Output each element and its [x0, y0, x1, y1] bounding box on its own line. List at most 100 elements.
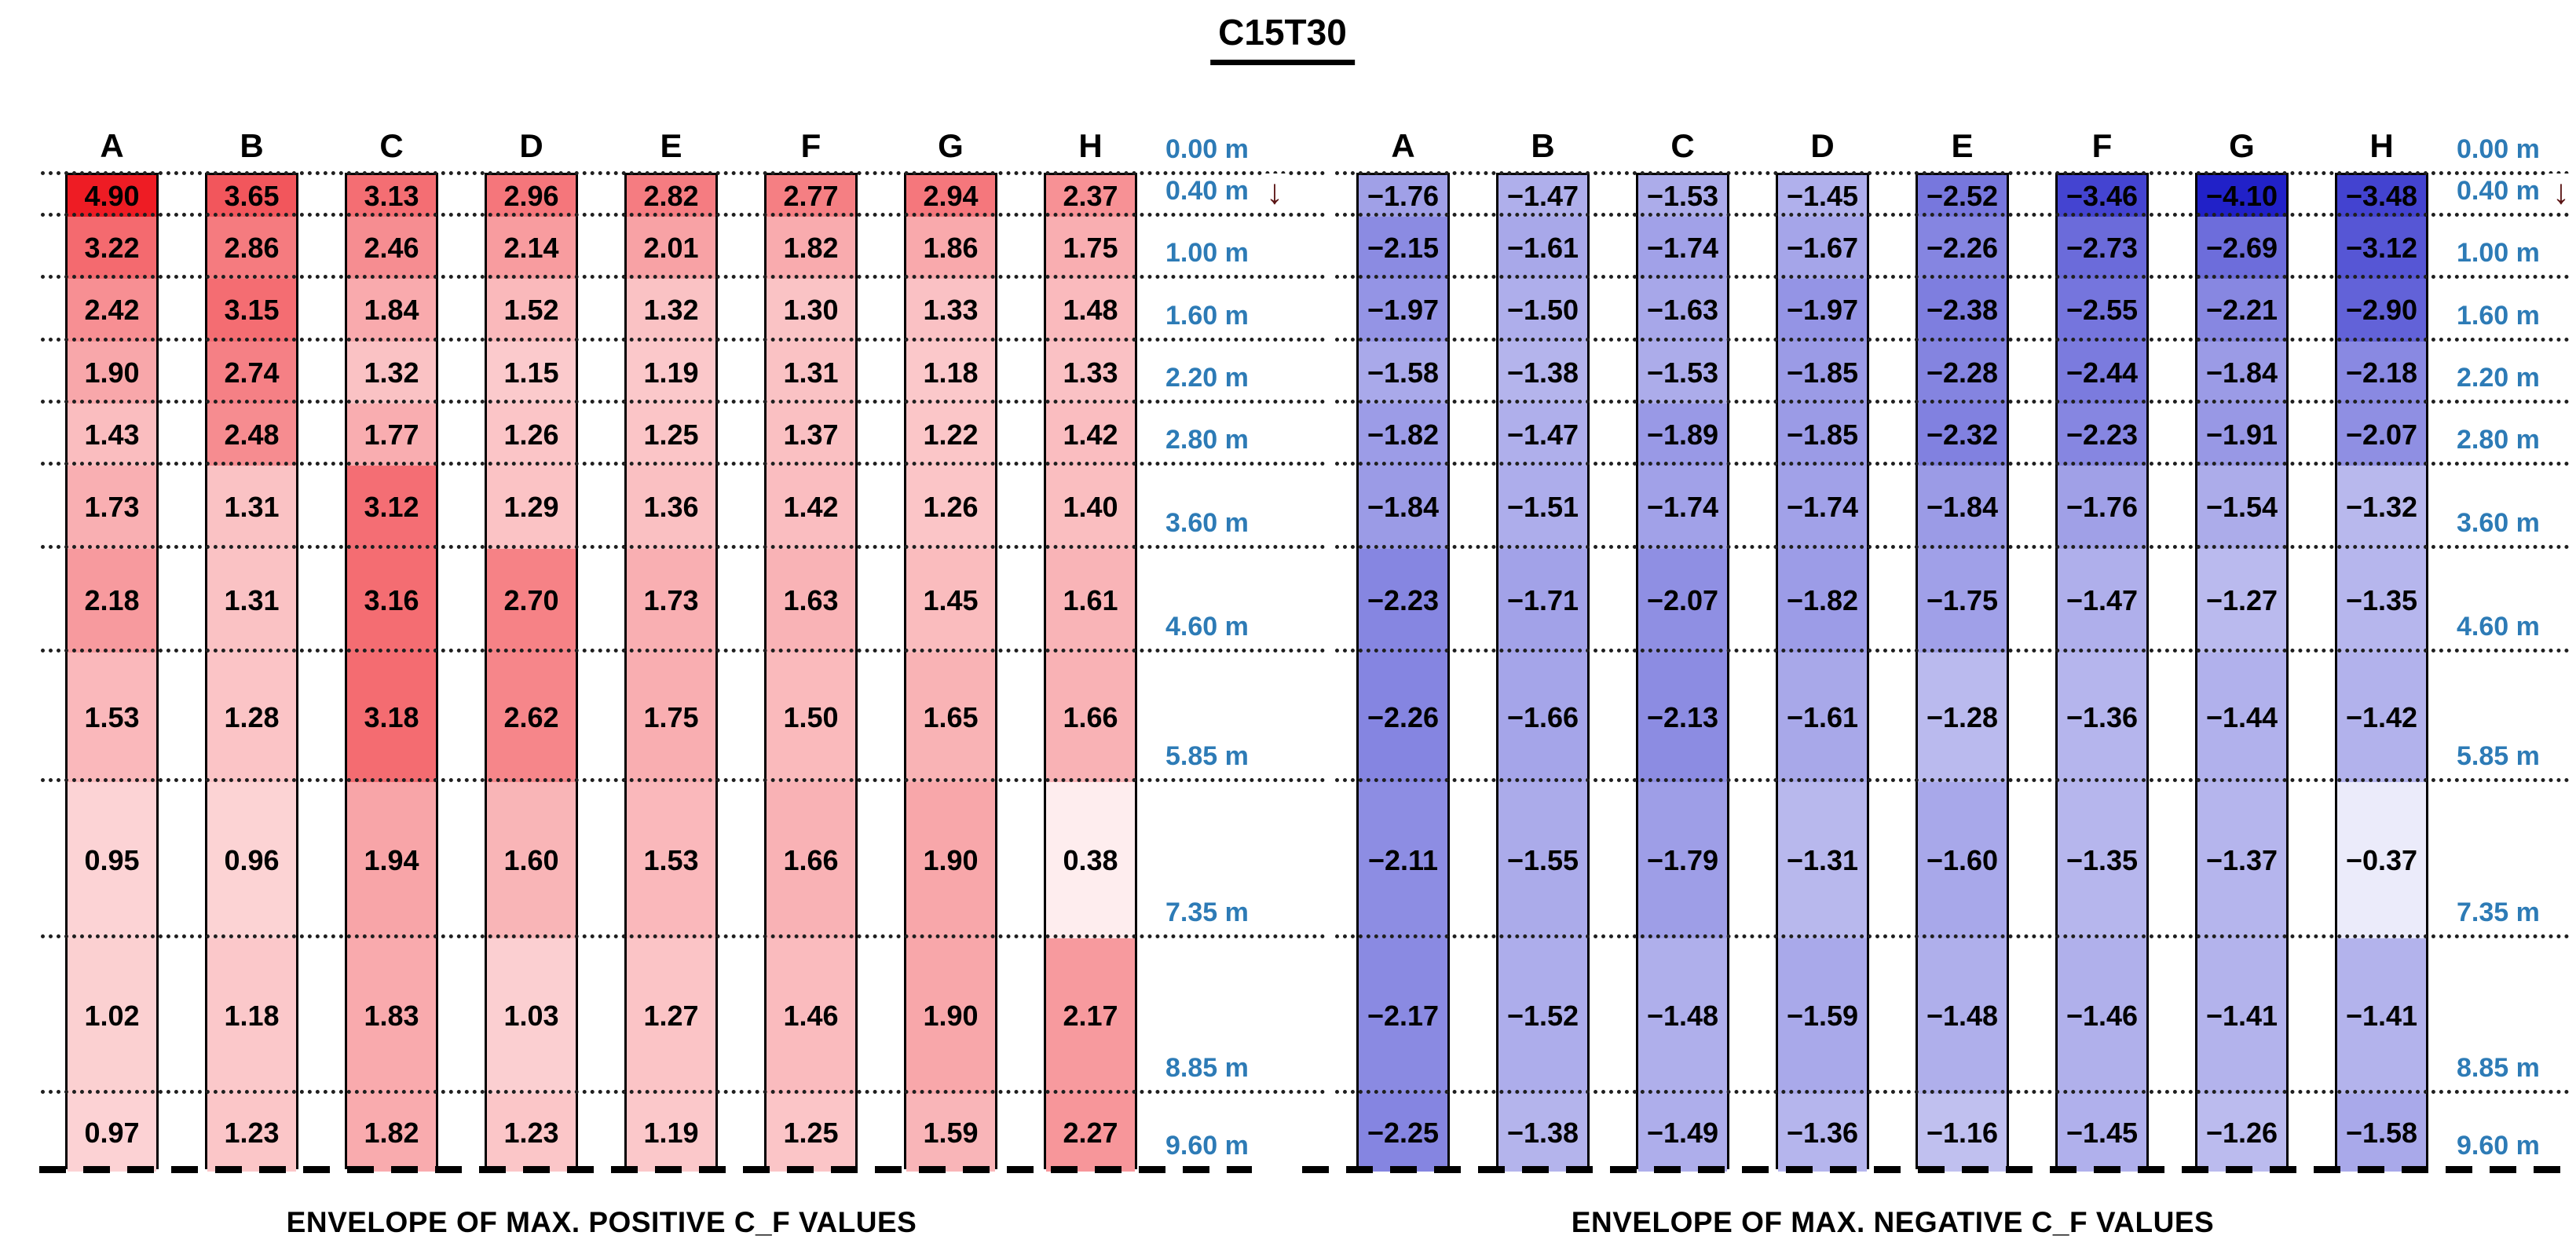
heat-cell: 1.02 [68, 938, 156, 1094]
heat-cell: −2.07 [2337, 404, 2426, 466]
heat-cell: 1.31 [207, 549, 296, 653]
heat-cell: −1.44 [2197, 653, 2286, 782]
heat-cell: 3.12 [347, 466, 436, 549]
heat-cell: −1.89 [1638, 404, 1727, 466]
heat-cell: −1.59 [1778, 938, 1867, 1094]
heat-cell: 2.27 [1046, 1094, 1135, 1172]
heat-cell: −1.38 [1498, 1094, 1587, 1172]
heat-cell: −1.32 [2337, 466, 2426, 549]
heat-cell: 1.59 [906, 1094, 995, 1172]
negative-chart-caption: ENVELOPE OF MAX. NEGATIVE C_F VALUES [1571, 1206, 2215, 1238]
heat-cell: 1.03 [487, 938, 576, 1094]
heat-cell: 2.96 [487, 175, 576, 217]
heat-cell: −1.36 [1778, 1094, 1867, 1172]
grid-line [1335, 649, 2570, 653]
heat-column-positive-envelope-B: 3.65 2.86 3.15 2.74 2.48 1.31 1.31 1.28 0.96 1.18… [205, 173, 298, 1172]
heat-cell: 1.19 [627, 1094, 715, 1172]
heat-cell: 1.66 [1046, 653, 1135, 782]
heat-cell: −1.38 [1498, 342, 1587, 404]
grid-line [41, 778, 1326, 782]
heat-cell: 1.29 [487, 466, 576, 549]
heat-cell: −2.28 [1918, 342, 2007, 404]
grid-line [1335, 778, 2570, 782]
heat-cell: −1.84 [2197, 342, 2286, 404]
grid-line [41, 1090, 1326, 1094]
heat-cell: 1.77 [347, 404, 436, 466]
heat-cell: −1.76 [2058, 466, 2146, 549]
heat-column-negative-envelope-C: −1.53 −1.74 −1.63 −1.53 −1.89 −1.74 −2.07 −2.13… [1636, 173, 1729, 1172]
heat-cell: 3.22 [68, 217, 156, 279]
grid-line [41, 934, 1326, 938]
grid-line [41, 400, 1326, 404]
heat-cell: −1.26 [2197, 1094, 2286, 1172]
heat-cell: 1.46 [767, 938, 855, 1094]
heat-cell: −1.76 [1359, 175, 1447, 217]
heat-cell: 1.19 [627, 342, 715, 404]
heat-cell: −1.27 [2197, 549, 2286, 653]
heat-cell: −1.47 [2058, 549, 2146, 653]
positive-chart-caption: ENVELOPE OF MAX. POSITIVE C_F VALUES [286, 1206, 917, 1238]
heat-cell: 0.38 [1046, 782, 1135, 938]
flow-direction-arrow-icon: ↓ [2548, 174, 2574, 211]
heat-cell: 4.90 [68, 175, 156, 217]
heat-cell: 1.28 [207, 653, 296, 782]
depth-tick-label: 7.35 m [2457, 897, 2545, 928]
heat-cell: 2.01 [627, 217, 715, 279]
heat-cell: 3.16 [347, 549, 436, 653]
heat-cell: 2.94 [906, 175, 995, 217]
heat-cell: −1.54 [2197, 466, 2286, 549]
heat-cell: −2.52 [1918, 175, 2007, 217]
heat-column-negative-envelope-F: −3.46 −2.73 −2.55 −2.44 −2.23 −1.76 −1.47 −1.36… [2055, 173, 2149, 1172]
depth-tick-label: 1.00 m [1165, 237, 1253, 269]
heat-column-negative-envelope-H: −3.48 −3.12 −2.90 −2.18 −2.07 −1.32 −1.35 −1.42… [2335, 173, 2428, 1172]
heat-cell: −1.74 [1778, 466, 1867, 549]
heat-cell: 1.53 [627, 782, 715, 938]
heat-cell: −1.82 [1778, 549, 1867, 653]
depth-tick-label: 3.60 m [2457, 507, 2545, 539]
depth-tick-label: 3.60 m [1165, 507, 1253, 539]
heat-cell: −1.75 [1918, 549, 2007, 653]
heat-cell: −1.36 [2058, 653, 2146, 782]
grid-line [41, 545, 1326, 549]
heat-cell: 1.63 [767, 549, 855, 653]
heat-cell: 1.52 [487, 279, 576, 342]
heat-cell: 1.73 [68, 466, 156, 549]
heat-column-positive-envelope-G: 2.94 1.86 1.33 1.18 1.22 1.26 1.45 1.65 1.90 1.90… [904, 173, 997, 1172]
heat-cell: −1.85 [1778, 342, 1867, 404]
heat-cell: −2.21 [2197, 279, 2286, 342]
heat-cell: 1.75 [1046, 217, 1135, 279]
heat-cell: −2.11 [1359, 782, 1447, 938]
heat-cell: 1.31 [767, 342, 855, 404]
column-header-F: F [800, 127, 821, 164]
column-header-F: F [2091, 127, 2113, 164]
heat-cell: 1.42 [767, 466, 855, 549]
heat-cell: −1.45 [2058, 1094, 2146, 1172]
grid-line [41, 171, 1326, 175]
heat-cell: 1.82 [347, 1094, 436, 1172]
depth-tick-label: 9.60 m [2457, 1130, 2545, 1161]
heat-cell: −2.32 [1918, 404, 2007, 466]
heat-cell: −2.17 [1359, 938, 1447, 1094]
heat-cell: 2.42 [68, 279, 156, 342]
heat-cell: 1.60 [487, 782, 576, 938]
heat-cell: −2.26 [1359, 653, 1447, 782]
grid-line [41, 213, 1326, 217]
heat-cell: −3.46 [2058, 175, 2146, 217]
heat-cell: 1.32 [347, 342, 436, 404]
column-header-D: D [1810, 127, 1835, 164]
heat-cell: 1.27 [627, 938, 715, 1094]
heat-cell: 2.70 [487, 549, 576, 653]
grid-line [1335, 462, 2570, 466]
heat-cell: −1.52 [1498, 938, 1587, 1094]
heat-cell: −2.69 [2197, 217, 2286, 279]
heat-cell: −2.73 [2058, 217, 2146, 279]
heat-cell: −1.35 [2058, 782, 2146, 938]
depth-tick-label: 2.20 m [1165, 362, 1253, 393]
depth-tick-label: 4.60 m [1165, 611, 1253, 642]
grid-line [41, 649, 1326, 653]
grid-line [1335, 400, 2570, 404]
heat-cell: −2.18 [2337, 342, 2426, 404]
depth-tick-label: 2.80 m [2457, 424, 2545, 455]
heat-column-positive-envelope-E: 2.82 2.01 1.32 1.19 1.25 1.36 1.73 1.75 1.53 1.27… [624, 173, 718, 1172]
heat-cell: 1.94 [347, 782, 436, 938]
